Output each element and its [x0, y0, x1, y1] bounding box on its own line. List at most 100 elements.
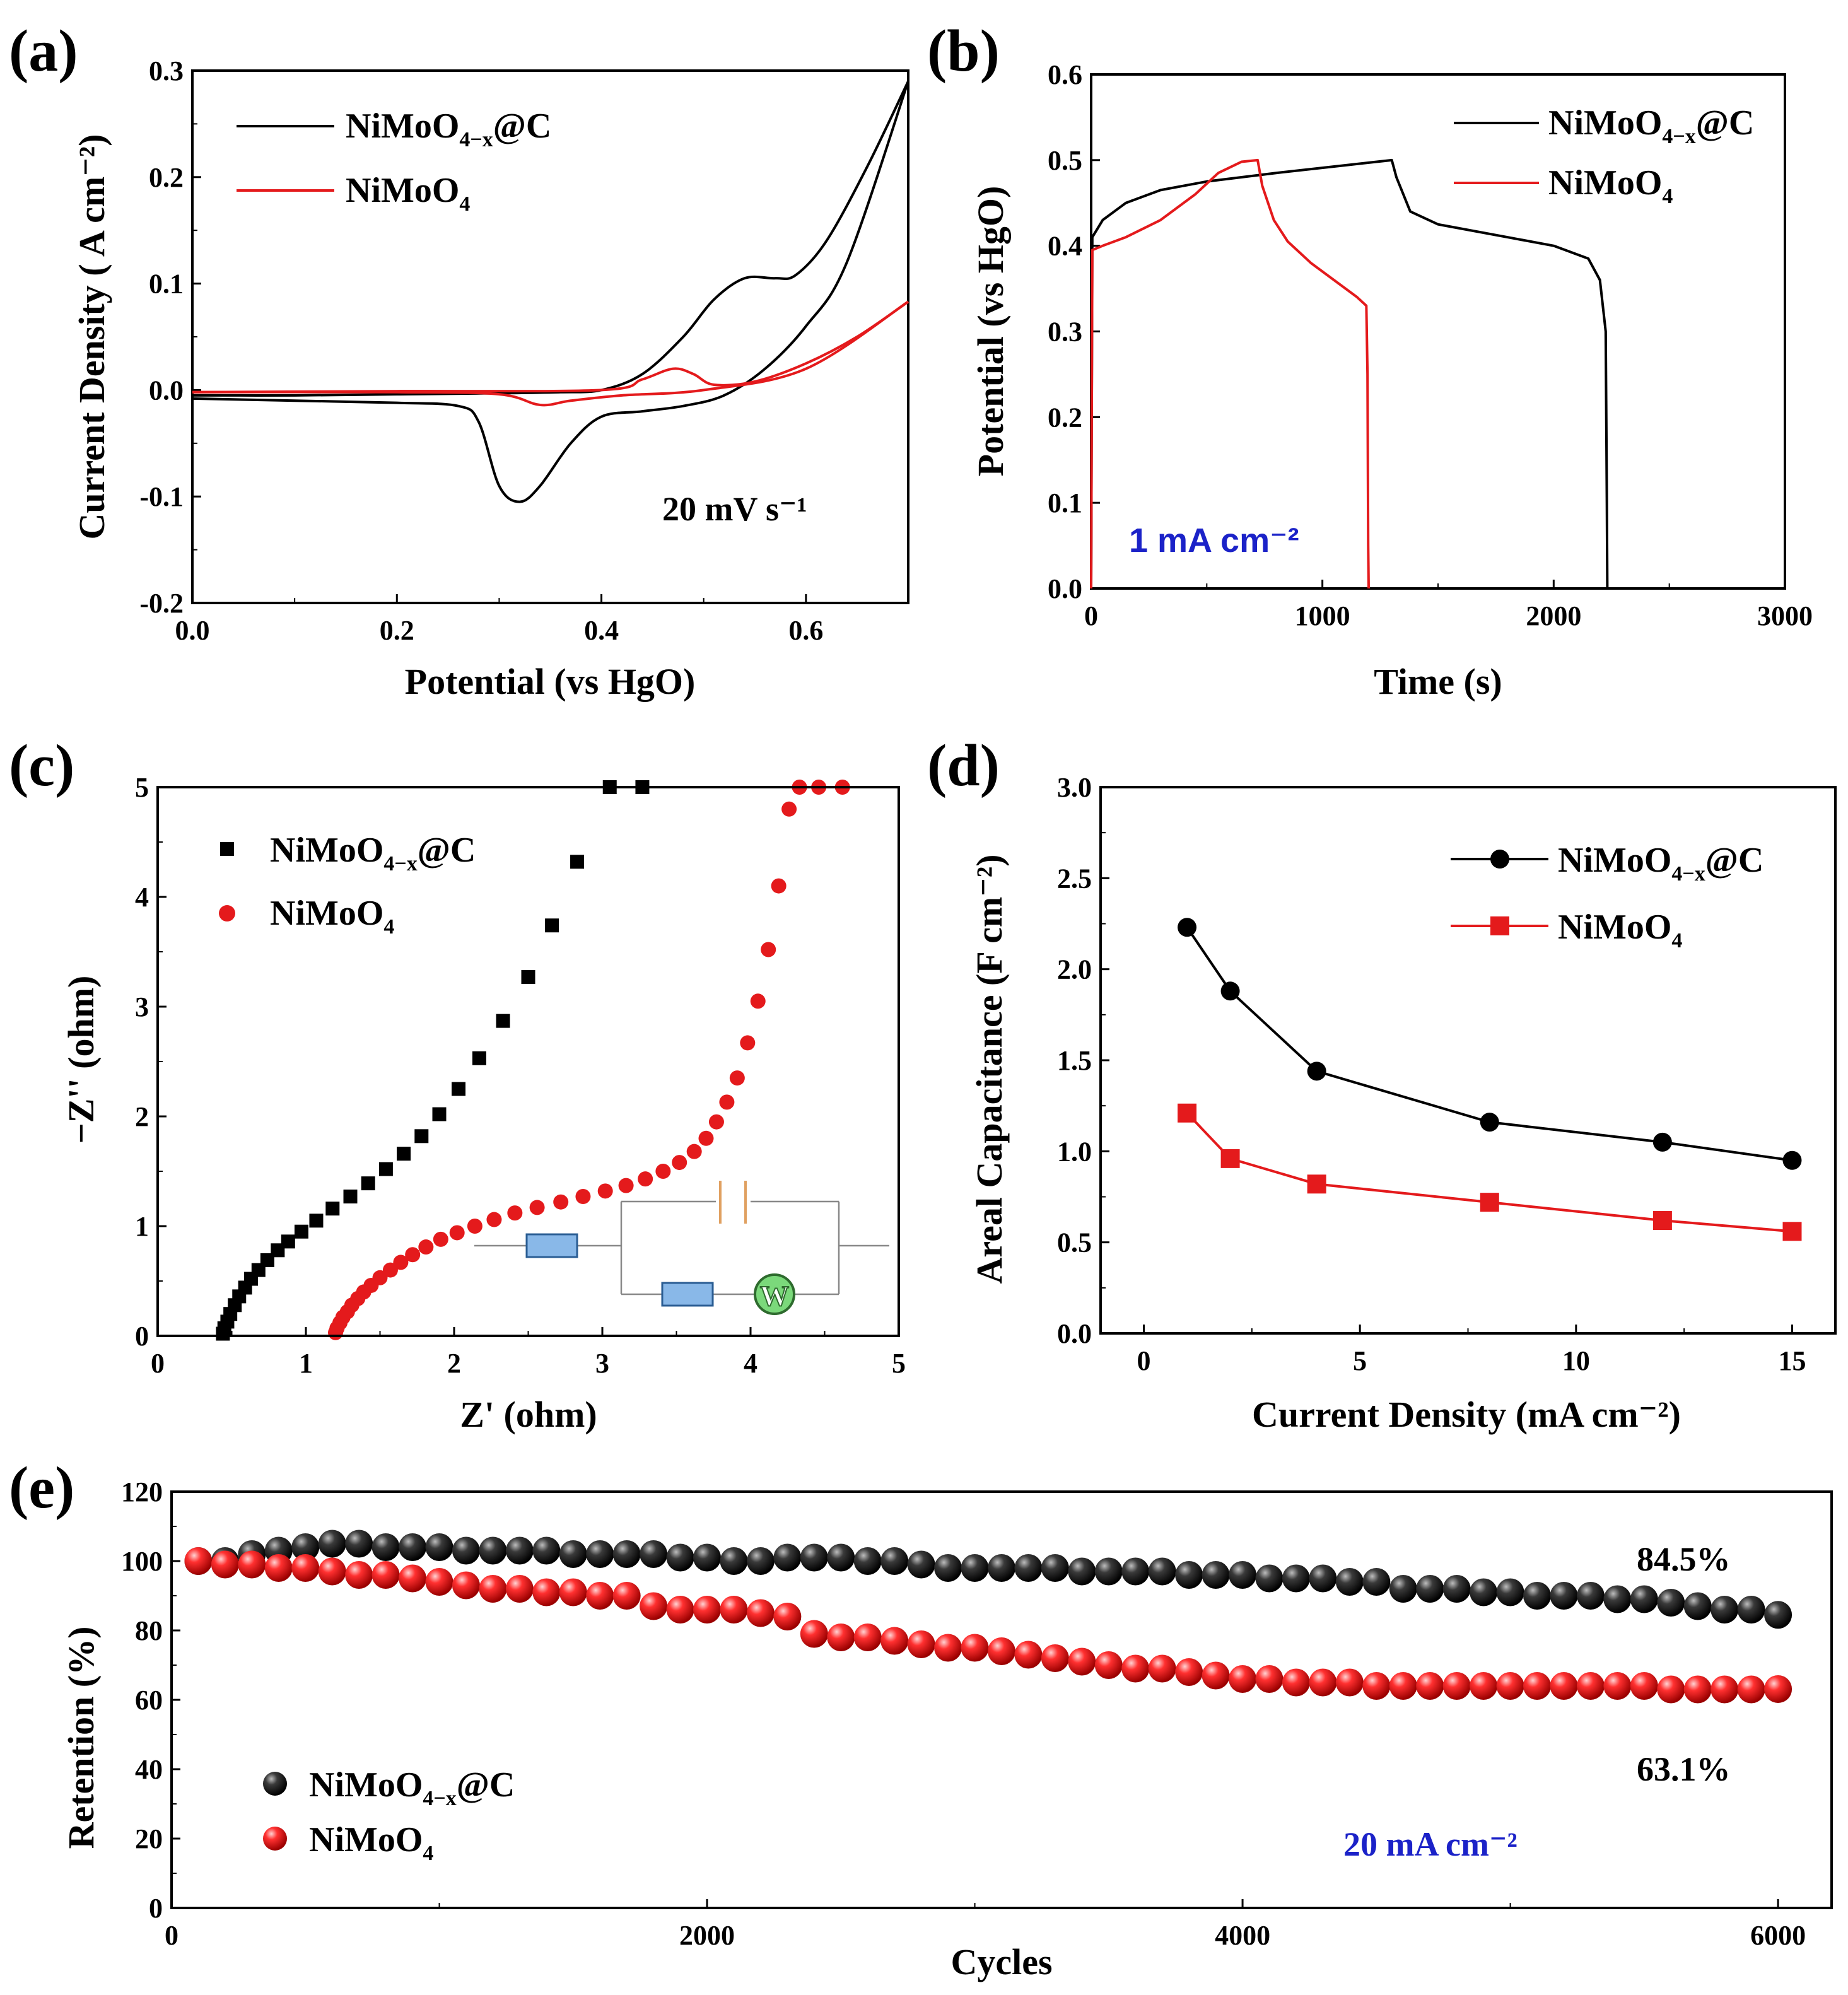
nyquist-point-red [372, 1270, 388, 1285]
retention-point-black [1737, 1596, 1765, 1623]
nyquist-point-black [570, 855, 585, 869]
y-tick-label: 0.0 [1048, 573, 1082, 604]
retention-point-red [1711, 1675, 1739, 1704]
retention-point-black [1630, 1585, 1658, 1613]
nyquist-point-black [472, 1051, 486, 1065]
retention-point-black [746, 1547, 775, 1575]
nyquist-point-red [393, 1255, 409, 1270]
retention-point-black [1121, 1557, 1150, 1586]
retention-point-black [1576, 1582, 1605, 1610]
capacitance-point-black [1178, 918, 1197, 937]
panel-e-annotation-red: 63.1% [1637, 1750, 1731, 1788]
retention-point-black [612, 1540, 641, 1568]
retention-point-black [1362, 1568, 1391, 1596]
retention-point-red [586, 1582, 614, 1610]
panel-b-curves [1090, 158, 1609, 589]
retention-point-red [746, 1599, 775, 1627]
gcd-line-black [1090, 158, 1609, 589]
retention-point-red [1389, 1672, 1417, 1700]
retention-point-black [1657, 1589, 1685, 1617]
y-tick-label: 3 [135, 992, 149, 1022]
retention-point-red [505, 1575, 534, 1603]
y-tick-label: 20 [135, 1823, 163, 1854]
retention-point-black [1202, 1561, 1230, 1589]
retention-point-black [425, 1533, 453, 1561]
retention-point-red [1442, 1672, 1471, 1700]
y-tick-label: 0.6 [1048, 59, 1082, 90]
retention-point-red [1416, 1672, 1444, 1700]
y-tick-label: 0 [149, 1893, 163, 1924]
legend-d-label-red: NiMoO4 [1558, 908, 1682, 952]
retention-point-black [1335, 1568, 1364, 1596]
nyquist-point-black [452, 1082, 466, 1096]
retention-point-red [853, 1623, 882, 1651]
retention-point-black [880, 1547, 909, 1575]
nyquist-point-black [397, 1147, 411, 1161]
retention-point-red [907, 1630, 935, 1658]
retention-point-black [291, 1533, 320, 1561]
nyquist-point-black [361, 1176, 375, 1191]
retention-point-red [1041, 1644, 1069, 1672]
retention-point-black [1496, 1578, 1524, 1606]
retention-point-black [666, 1543, 694, 1572]
gcd-line-red [1090, 158, 1370, 589]
retention-point-red [1175, 1658, 1203, 1686]
capacitance-point-black [1220, 981, 1240, 1001]
retention-point-red [452, 1571, 480, 1600]
legend-d-label-black: NiMoO4−x@C [1558, 841, 1763, 886]
nyquist-point-red [781, 801, 797, 817]
y-tick-label: 3.0 [1057, 772, 1092, 803]
resistor-icon [525, 1233, 578, 1258]
nyquist-point-red [672, 1155, 687, 1171]
nyquist-point-black [414, 1129, 429, 1144]
panel-a-scanrate: 20 mV s⁻¹ [662, 490, 807, 528]
y-tick-label: 120 [121, 1477, 163, 1507]
panel-b-ticks: 0 1000 2000 3000 0.0 0.1 0.2 0.3 0.4 0.5 0.6 [1048, 59, 1813, 631]
capacitance-point-black [1480, 1113, 1499, 1132]
y-tick-label: 100 [121, 1546, 163, 1577]
retention-point-black [1094, 1557, 1123, 1586]
retention-point-red [1014, 1641, 1043, 1669]
x-tick-label: 10 [1562, 1345, 1590, 1376]
warburg-label: W [760, 1280, 789, 1312]
panel-a-xlabel: Potential (vs HgO) [405, 661, 696, 702]
panel-a-label: (a) [9, 18, 78, 84]
y-tick-label: 4 [135, 882, 149, 913]
x-tick-label: 0 [1137, 1345, 1151, 1376]
retention-point-red [666, 1596, 694, 1623]
panel-a-ticks: 0.0 0.2 0.4 0.6 -0.2 -0.1 0.0 0.1 0.2 0.3 [139, 56, 823, 646]
retention-point-red [1068, 1647, 1096, 1676]
y-tick-label: 0.1 [1048, 488, 1082, 518]
panel-e-annotation-black: 84.5% [1637, 1540, 1731, 1578]
capacitance-line-black [1186, 927, 1792, 1162]
x-tick-label: 2 [447, 1348, 461, 1379]
y-tick-label: 0.3 [1048, 317, 1082, 348]
x-tick-label: 0 [1084, 600, 1098, 631]
legend-c-label-black: NiMoO4−x@C [270, 831, 476, 875]
retention-point-black [1442, 1575, 1471, 1603]
capacitance-point-red [1220, 1149, 1240, 1168]
x-tick-label: 0.6 [788, 615, 823, 646]
legend-c-marker-red [219, 905, 235, 921]
retention-point-black [640, 1540, 668, 1568]
nyquist-point-red [729, 1070, 745, 1086]
nyquist-point-black [325, 1202, 340, 1216]
retention-point-red [1630, 1672, 1658, 1700]
retention-point-black [720, 1547, 748, 1575]
capacitance-point-red [1652, 1211, 1672, 1231]
legend-e-label-red: NiMoO4 [309, 1820, 433, 1865]
y-tick-label: 1 [135, 1211, 149, 1242]
warburg-element-icon [754, 1273, 795, 1315]
retention-point-black [1041, 1554, 1069, 1582]
retention-point-black [345, 1530, 373, 1558]
x-tick-label: 4 [744, 1348, 757, 1379]
panel-b-ylabel: Potential (vs HgO) [970, 186, 1011, 477]
y-tick-label: 5 [135, 772, 149, 803]
legend-b-label-red: NiMoO4 [1548, 163, 1673, 208]
retention-point-black [1711, 1596, 1739, 1623]
y-tick-label: 60 [135, 1685, 163, 1716]
retention-point-red [1121, 1654, 1150, 1683]
x-tick-label: 5 [1353, 1345, 1367, 1376]
panel-c: (c) 0 1 2 3 4 5 0 1 2 3 4 5 Z' (ohm) −Z'' (ohm) NiM… [9, 733, 906, 1435]
